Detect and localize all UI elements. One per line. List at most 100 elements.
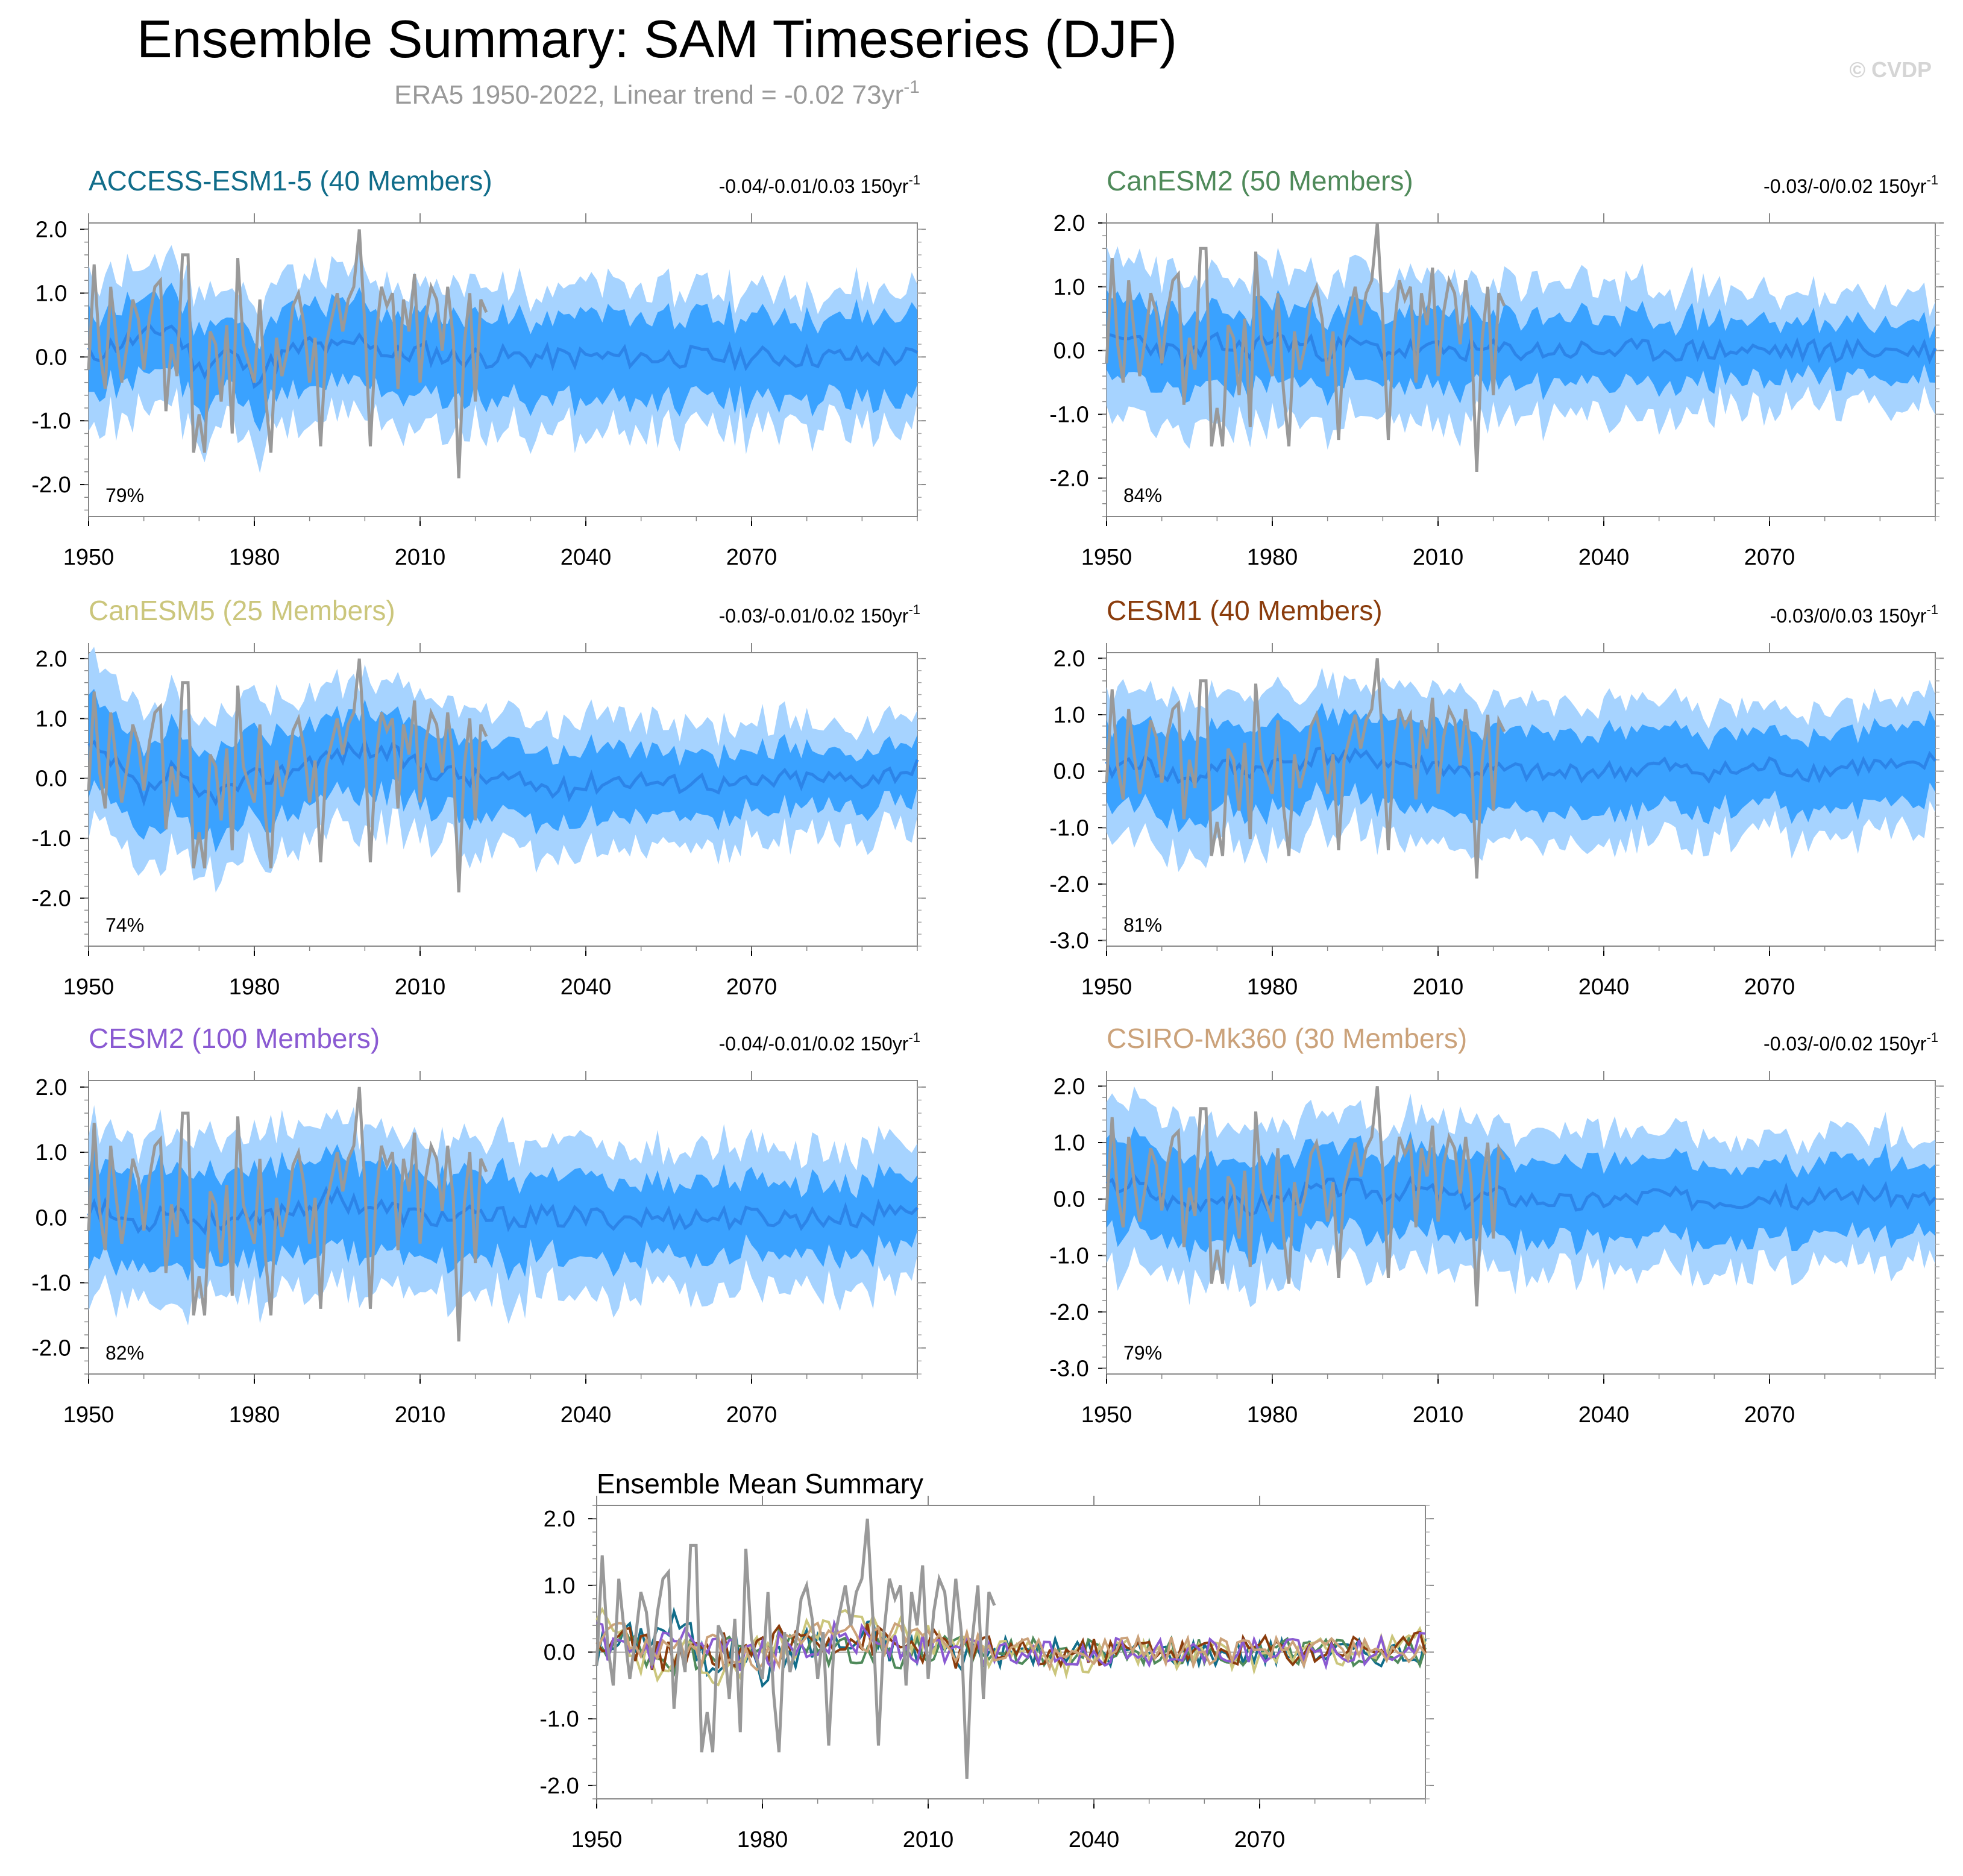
ytick-label: 2.0 bbox=[1054, 211, 1085, 236]
trend-label-text: -0.03/-0/0.02 150yr bbox=[1764, 175, 1927, 197]
panel-title: Ensemble Mean Summary bbox=[597, 1468, 923, 1499]
percent-label: 84% bbox=[1123, 485, 1162, 506]
inner-spread-band bbox=[89, 689, 917, 853]
ytick-label: 1.0 bbox=[1054, 1131, 1085, 1156]
xtick-label: 2010 bbox=[395, 1402, 446, 1428]
ytick-label: 1.0 bbox=[1054, 275, 1085, 300]
figure-title: Ensemble Summary: SAM Timeseries (DJF) bbox=[137, 9, 1177, 69]
model-mean-line bbox=[595, 1621, 1427, 1672]
ytick-label: 0.0 bbox=[36, 345, 68, 370]
panel-canesm2: CanESM2 (50 Members) -0.03/-0/0.02 150yr-… bbox=[1049, 165, 1944, 570]
obs-line bbox=[1105, 658, 1506, 879]
ytick-label: -1.0 bbox=[1049, 1243, 1088, 1269]
ensemble-mean-line bbox=[1106, 331, 1937, 369]
ytick-label: -1.0 bbox=[31, 1270, 71, 1296]
ytick-label: 2.0 bbox=[36, 647, 68, 672]
ytick-label: -3.0 bbox=[1049, 929, 1088, 954]
model-mean-line bbox=[595, 1623, 1427, 1672]
ytick-label: 0.0 bbox=[544, 1640, 576, 1666]
xtick-label: 2010 bbox=[1413, 545, 1464, 570]
ytick-label: -1.0 bbox=[31, 826, 71, 852]
ytick-label: 1.0 bbox=[36, 281, 68, 306]
ytick-label: -2.0 bbox=[1049, 1300, 1088, 1325]
xtick-label: 2040 bbox=[1578, 545, 1630, 570]
ytick-label: 1.0 bbox=[36, 1140, 68, 1165]
xtick-label: 2070 bbox=[726, 1402, 777, 1428]
ytick-label: -2.0 bbox=[1049, 872, 1088, 897]
ytick-label: 0.0 bbox=[36, 1205, 68, 1231]
ensemble-mean-line bbox=[87, 736, 919, 807]
xtick-label: 2070 bbox=[726, 545, 777, 570]
ytick-label: 1.0 bbox=[1054, 703, 1085, 728]
panel-cesm1: CESM1 (40 Members) -0.03/0/0.03 150yr-1 2.… bbox=[1049, 595, 1944, 1000]
panel-title: CESM1 (40 Members) bbox=[1107, 595, 1383, 626]
xtick-label: 1980 bbox=[737, 1827, 788, 1852]
xtick-label: 2040 bbox=[1578, 974, 1630, 1000]
ensemble-mean-line bbox=[1105, 746, 1936, 786]
panel-access-esm1-5: ACCESS-ESM1-5 (40 Members) -0.04/-0.01/0.… bbox=[31, 165, 926, 570]
ytick-label: -2.0 bbox=[1049, 466, 1088, 491]
ytick-label: -1.0 bbox=[1049, 815, 1088, 841]
ytick-label: 0.0 bbox=[1054, 759, 1085, 785]
obs-line bbox=[595, 1518, 996, 1779]
panel-title: CanESM2 (50 Members) bbox=[1107, 165, 1413, 196]
trend-label: -0.04/-0.01/0.03 150yr-1 bbox=[719, 172, 920, 197]
xtick-label: 2040 bbox=[1578, 1402, 1630, 1428]
obs-line bbox=[1105, 222, 1506, 472]
ytick-label: 2.0 bbox=[1054, 646, 1085, 671]
ytick-label: 2.0 bbox=[544, 1507, 576, 1532]
panel-title: CSIRO-Mk360 (30 Members) bbox=[1107, 1023, 1467, 1054]
trend-label-text: -0.04/-0.01/0.02 150yr bbox=[719, 1033, 909, 1055]
trend-label-text: -0.03/0/0.03 150yr bbox=[1770, 605, 1927, 627]
xtick-label: 1980 bbox=[229, 1402, 280, 1428]
ytick-label: -2.0 bbox=[539, 1774, 579, 1799]
ytick-label: 2.0 bbox=[36, 1075, 68, 1100]
xtick-label: 2070 bbox=[726, 974, 777, 1000]
ytick-label: 0.0 bbox=[1054, 1187, 1085, 1212]
xtick-label: 2070 bbox=[1744, 545, 1795, 570]
xtick-label: 2010 bbox=[395, 974, 446, 1000]
xtick-label: 1980 bbox=[229, 974, 280, 1000]
xtick-label: 1950 bbox=[63, 545, 115, 570]
ytick-label: -2.0 bbox=[31, 472, 71, 498]
inner-spread-band bbox=[1107, 289, 1935, 406]
xtick-label: 2010 bbox=[395, 545, 446, 570]
trend-label: -0.03/-0/0.02 150yr-1 bbox=[1764, 172, 1938, 197]
trend-label-text: -0.04/-0.01/0.03 150yr bbox=[719, 175, 909, 197]
ytick-label: 2.0 bbox=[36, 218, 68, 243]
trend-label-sup: -1 bbox=[908, 602, 920, 617]
trend-label-text: -0.03/-0.01/0.02 150yr bbox=[719, 605, 909, 627]
xtick-label: 1950 bbox=[63, 974, 115, 1000]
obs-line bbox=[87, 658, 488, 893]
panel-cesm2: CESM2 (100 Members) -0.04/-0.01/0.02 150y… bbox=[31, 1023, 926, 1428]
ensemble-mean-line bbox=[1105, 1173, 1936, 1217]
panel-ensemble-mean-summary: Ensemble Mean Summary 2.0 1.0 0.0 -1.0 -2.0 19… bbox=[539, 1468, 1434, 1852]
panel-title: CanESM5 (25 Members) bbox=[89, 595, 395, 626]
xtick-label: 1950 bbox=[1081, 545, 1132, 570]
ytick-label: 0.0 bbox=[1054, 339, 1085, 364]
trend-label-sup: -1 bbox=[1926, 602, 1938, 617]
percent-label: 82% bbox=[105, 1342, 144, 1364]
ytick-label: 1.0 bbox=[36, 706, 68, 732]
ytick-label: -1.0 bbox=[31, 409, 71, 434]
percent-label: 74% bbox=[105, 914, 144, 936]
trend-label: -0.03/-0/0.02 150yr-1 bbox=[1764, 1030, 1938, 1055]
trend-label-sup: -1 bbox=[1926, 1030, 1938, 1045]
credit-watermark: © CVDP bbox=[1849, 57, 1932, 82]
ytick-label: -1.0 bbox=[1049, 403, 1088, 428]
xtick-label: 2040 bbox=[561, 1402, 612, 1428]
figure-subtitle: ERA5 1950-2022, Linear trend = -0.02 73y… bbox=[394, 77, 920, 110]
ytick-label: 1.0 bbox=[544, 1573, 576, 1599]
panel-csiro-mk360: CSIRO-Mk360 (30 Members) -0.03/-0/0.02 15… bbox=[1049, 1023, 1944, 1428]
ytick-label: -3.0 bbox=[1049, 1357, 1088, 1382]
ytick-label: -2.0 bbox=[31, 1336, 71, 1361]
figure-subtitle-text: ERA5 1950-2022, Linear trend = -0.02 73y… bbox=[394, 80, 903, 110]
inner-spread-band bbox=[89, 283, 917, 432]
trend-label-sup: -1 bbox=[908, 1030, 920, 1045]
ytick-label: -1.0 bbox=[539, 1707, 579, 1732]
percent-label: 81% bbox=[1123, 914, 1162, 936]
ytick-label: 0.0 bbox=[36, 767, 68, 792]
xtick-label: 2040 bbox=[561, 974, 612, 1000]
